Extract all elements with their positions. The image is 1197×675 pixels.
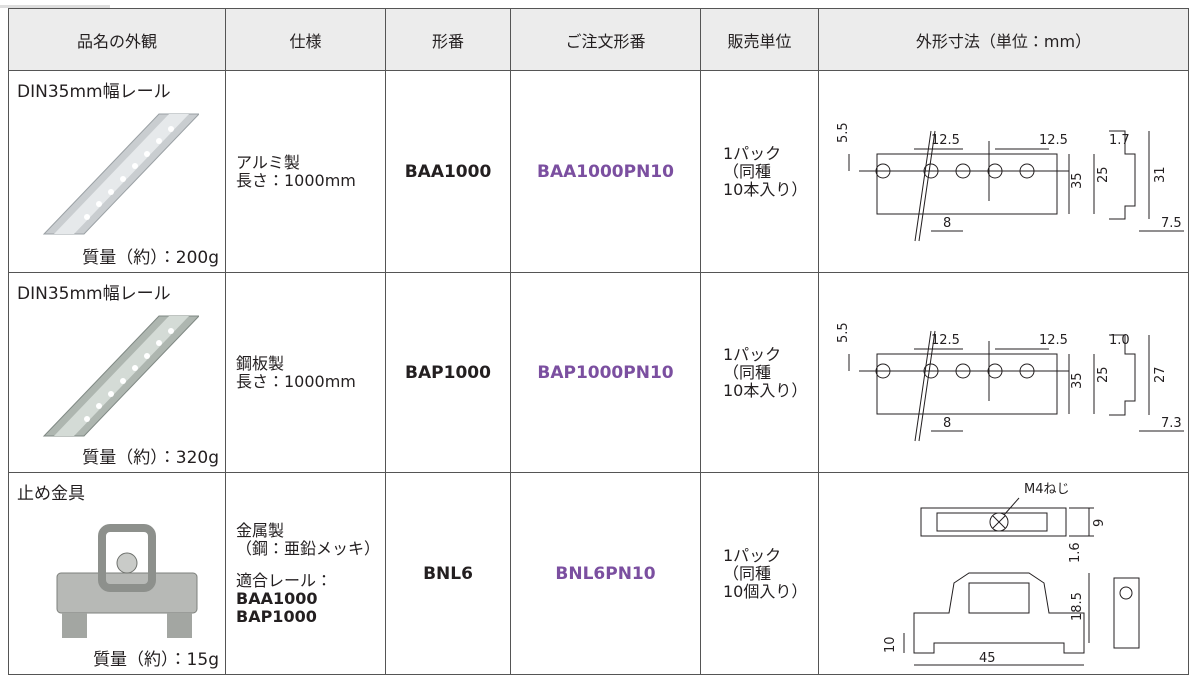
dimension-drawing: 12.5 12.5 1.7 5.5 35 25 31 8 7.5 [836, 122, 1184, 242]
product-name: DIN35mm幅レール [17, 82, 171, 102]
weight: 質量（約）：15g [93, 650, 219, 670]
appearance-cell: DIN35mm幅レール 質量（約）：320g [8, 272, 226, 473]
unit-line: 10個入り） [723, 581, 808, 601]
dimension-label: 35 [1070, 172, 1085, 189]
heading-fragment [0, 0, 110, 8]
unit-cell: 1パック （同種 10個入り） [700, 472, 819, 675]
dimension-label: 35 [1070, 372, 1085, 389]
unit-line: 1パック [723, 344, 782, 364]
header-cell: 外形寸法（単位：mm） [818, 8, 1189, 71]
spec-line: 鋼板製 [236, 353, 285, 373]
rail-image [42, 315, 199, 437]
dimension-label: M4ねじ [1024, 482, 1070, 497]
unit-line: （同種 [723, 563, 772, 583]
unit-line: 10本入り） [723, 380, 808, 400]
unit-line: （同種 [723, 161, 772, 181]
dimension-label: 12.5 [931, 133, 960, 148]
dimension-label: 5.5 [836, 122, 851, 143]
unit-line: 1パック [723, 143, 782, 163]
dimension-label: 1.7 [1109, 133, 1130, 148]
dimension-cell: M4ねじ 9 1.6 18.5 10 45 [818, 472, 1189, 675]
dimension-label: 12.5 [931, 333, 960, 348]
spec-line: アルミ製 [236, 152, 300, 172]
dimension-label: 10 [883, 636, 898, 653]
model-cell: BAA1000 [385, 70, 511, 273]
weight: 質量（約）：320g [82, 448, 219, 468]
dimension-label: 9 [1092, 519, 1107, 527]
dimension-label: 18.5 [1070, 592, 1085, 621]
spec-line: 金属製 [236, 520, 285, 540]
dimension-label: 12.5 [1039, 333, 1068, 348]
appearance-cell: DIN35mm幅レール 質量（約）：200g [8, 70, 226, 273]
dimension-drawing: 12.5 12.5 1.0 5.5 35 25 27 8 7.3 [836, 322, 1184, 442]
product-name: 止め金具 [17, 484, 85, 504]
appearance-cell: 止め金具 質量（約）：15g [8, 472, 226, 675]
dimension-drawing: M4ねじ 9 1.6 18.5 10 45 [883, 482, 1140, 666]
weight: 質量（約）：200g [82, 248, 219, 268]
dimension-label: 8 [943, 216, 951, 231]
stopper-image [56, 524, 198, 638]
dimension-label: 5.5 [836, 322, 851, 343]
header-cell: 仕様 [225, 8, 386, 71]
spec-cell: アルミ製 長さ：1000mm [225, 70, 386, 273]
model-cell: BNL6 [385, 472, 511, 675]
dimension-label: 25 [1096, 166, 1111, 183]
unit-line: （同種 [723, 362, 772, 382]
dimension-label: 31 [1153, 166, 1168, 183]
dimension-label: 1.6 [1068, 542, 1083, 563]
dimension-label: 1.0 [1109, 333, 1130, 348]
compatible-label: 適合レール： [236, 570, 333, 590]
header-cell: 品名の外観 [8, 8, 226, 71]
spec-cell: 鋼板製 長さ：1000mm [225, 272, 386, 473]
dimension-label: 7.5 [1161, 216, 1182, 231]
compatible-model: BAP1000 [236, 606, 317, 626]
dimension-label: 27 [1153, 366, 1168, 383]
spec-line: （鋼：亜鉛メッキ） [236, 538, 381, 558]
header-cell: 販売単位 [700, 8, 819, 71]
unit-cell: 1パック （同種 10本入り） [700, 70, 819, 273]
spec-line: 長さ：1000mm [236, 371, 356, 391]
model-cell: BAP1000 [385, 272, 511, 473]
dimension-label: 8 [943, 416, 951, 431]
dimension-label: 45 [979, 651, 996, 666]
unit-line: 10本入り） [723, 179, 808, 199]
unit-cell: 1パック （同種 10本入り） [700, 272, 819, 473]
header-cell: ご注文形番 [510, 8, 701, 71]
dimension-label: 12.5 [1039, 133, 1068, 148]
row: DIN35mm幅レール 質量（約）：200g アルミ製 長さ：1000mm BA… [8, 70, 1189, 273]
order-cell: BAP1000PN10 [510, 272, 701, 473]
spec-line: 長さ：1000mm [236, 170, 356, 190]
dimension-label: 7.3 [1161, 416, 1182, 431]
row: DIN35mm幅レール 質量（約）：320g 鋼板製 長さ：1000mm BAP… [8, 272, 1189, 473]
product-name: DIN35mm幅レール [17, 284, 171, 304]
compatible-model: BAA1000 [236, 588, 318, 608]
unit-line: 1パック [723, 545, 782, 565]
dimension-cell: 12.5 12.5 1.7 5.5 35 25 31 8 7.5 [818, 70, 1189, 273]
order-cell: BAA1000PN10 [510, 70, 701, 273]
spec-cell: 金属製 （鋼：亜鉛メッキ） 適合レール： BAA1000 BAP1000 [225, 472, 386, 675]
product-table: 品名の外観 仕様 形番 ご注文形番 販売単位 外形寸法（単位：mm） DIN35… [8, 8, 1189, 675]
header-cell: 形番 [385, 8, 511, 71]
dimension-cell: 12.5 12.5 1.0 5.5 35 25 27 8 7.3 [818, 272, 1189, 473]
order-cell: BNL6PN10 [510, 472, 701, 675]
header-row: 品名の外観 仕様 形番 ご注文形番 販売単位 外形寸法（単位：mm） [8, 8, 1189, 71]
dimension-label: 25 [1096, 366, 1111, 383]
rail-image [42, 113, 199, 235]
row: 止め金具 質量（約）：15g 金属製 （鋼：亜鉛メッキ） 適合レール： BAA1… [8, 472, 1189, 675]
